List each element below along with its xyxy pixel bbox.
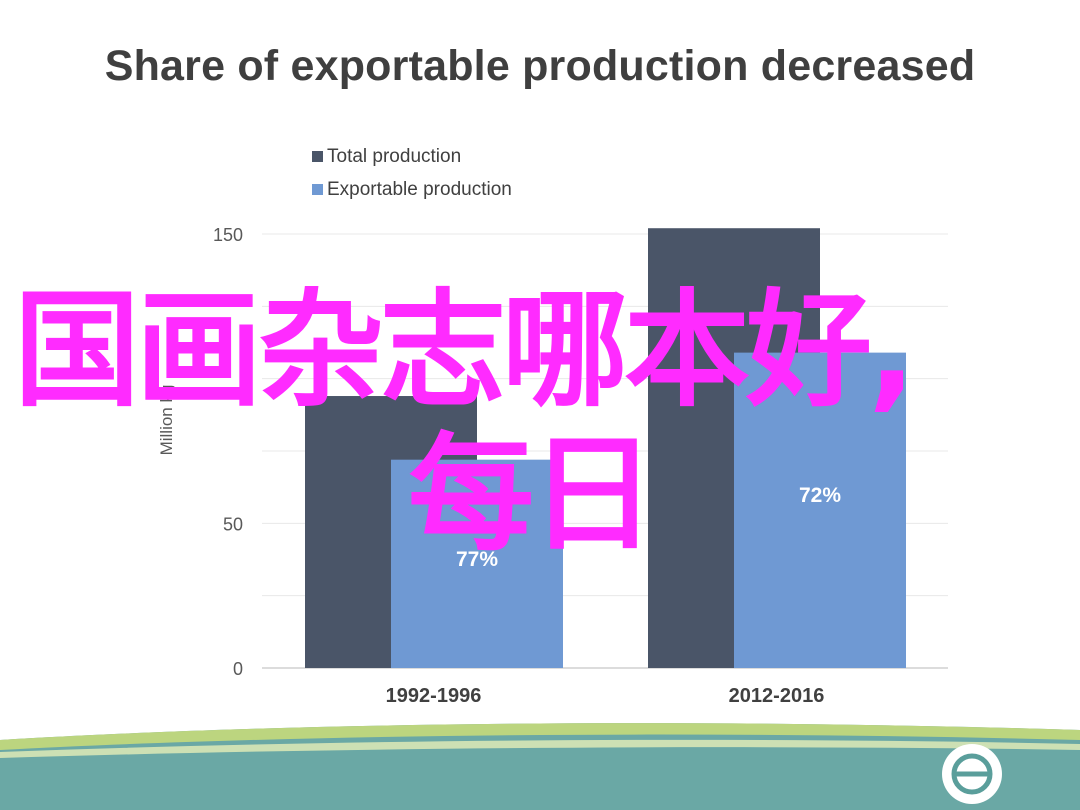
x-tick-label: 2012-2016	[729, 685, 825, 707]
data-labels: 77% 72%	[456, 484, 841, 571]
y-tick-label: 50	[223, 514, 243, 534]
y-tick-label: 0	[233, 659, 243, 679]
logo-icon	[942, 744, 1002, 804]
legend-label: Total production	[327, 146, 461, 167]
x-axis-ticks: 1992-1996 2012-2016	[386, 685, 825, 707]
y-axis-label: Million kg	[157, 385, 176, 456]
bar-exportable-1	[734, 352, 906, 668]
legend-swatch	[312, 184, 323, 195]
legend-label: Exportable production	[327, 179, 512, 200]
slide-title: Share of exportable production decreased	[104, 42, 976, 90]
y-axis-ticks: 0 50 150	[213, 225, 243, 679]
x-tick-label: 1992-1996	[386, 685, 482, 707]
y-tick-label: 150	[213, 225, 243, 245]
data-label: 72%	[799, 484, 841, 507]
legend: Total production Exportable production	[312, 146, 512, 200]
bars	[305, 228, 906, 669]
data-label: 77%	[456, 548, 498, 571]
bar-exportable-0	[391, 459, 563, 668]
legend-swatch	[312, 151, 323, 162]
footer-band	[0, 723, 1080, 810]
